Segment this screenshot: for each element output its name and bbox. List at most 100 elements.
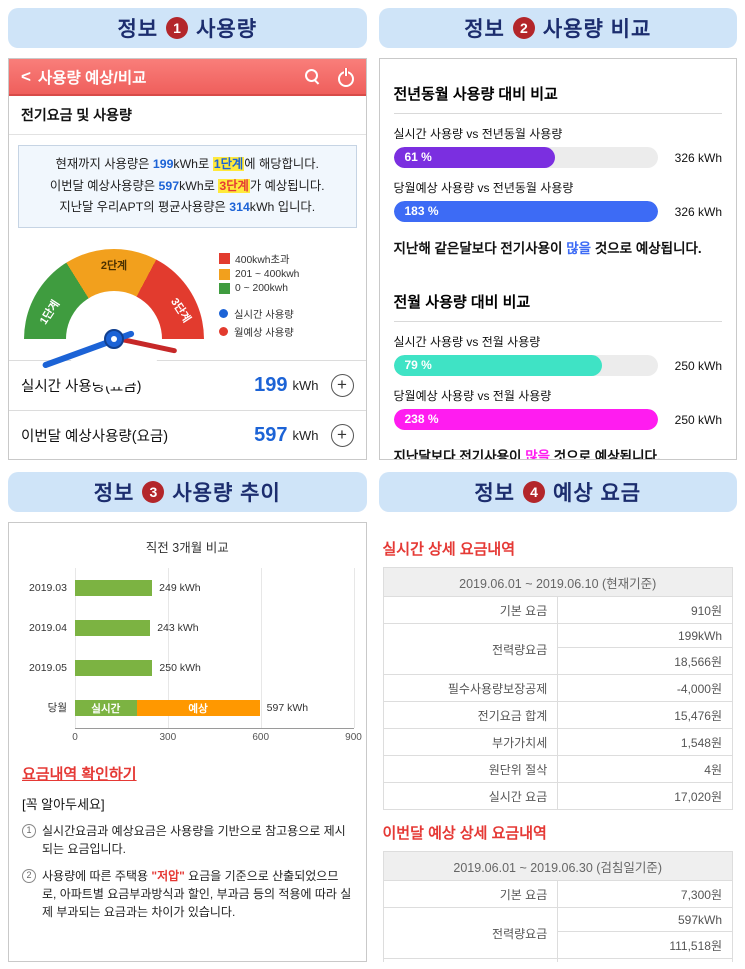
panel2-frame: 전년동월 사용량 대비 비교 실시간 사용량 vs 전년동월 사용량 61 % … <box>378 58 737 460</box>
bar-label: 당월예상 사용량 vs 전년동월 사용량 <box>393 181 574 195</box>
bar-fill: 183 % <box>393 201 658 222</box>
fee-period: 2019.06.01 ~ 2019.06.30 (검침일기준) <box>382 851 733 881</box>
panel1-number-badge: 1 <box>166 17 189 39</box>
power-icon[interactable] <box>337 68 354 87</box>
comparison-bar: 79 % 250 kWh <box>393 355 722 376</box>
bar-label: 실시간 사용량 vs 전월 사용량 <box>393 335 541 349</box>
legend-item: 실시간 사용량 <box>219 306 360 321</box>
usage-gauge: 1단계 2단계 3단계 <box>19 244 209 387</box>
gauge-area: 1단계 2단계 3단계 400kwh초과 201 ~ 400kwh 0 ~ 20… <box>9 238 366 387</box>
chart-bar-row: 249 kWh <box>75 568 354 608</box>
usage-bar <box>75 580 153 596</box>
realtime-usage-unit: kWh <box>292 377 319 393</box>
legend-item: 월예상 사용량 <box>219 324 360 339</box>
comparison-bar: 183 % 326 kWh <box>393 201 722 222</box>
table-row: 실시간 요금 17,020원 <box>382 782 733 810</box>
gauge-legend: 400kwh초과 201 ~ 400kwh 0 ~ 200kwh 실시간 사용량… <box>209 244 360 358</box>
panel4-frame: 실시간 상세 요금내역 2019.06.01 ~ 2019.06.10 (현재기… <box>378 522 737 962</box>
panel3-number-badge: 3 <box>142 481 165 503</box>
table-row: 111,518원 <box>383 931 733 959</box>
panel3-header-prefix: 정보 <box>93 482 135 505</box>
table-row: 전력량요금 597kWh <box>382 907 733 959</box>
panel-comparison: 정보 2 사용량 비교 전년동월 사용량 대비 비교 실시간 사용량 vs 전년… <box>378 8 737 460</box>
panel-usage: 정보 1 사용량 < 사용량 예상/비교 전기요금 및 사용량 현재까지 사용량… <box>8 8 367 460</box>
chart-plot-area: 249 kWh 243 kWh 250 kWh 실시간 예상 <box>75 568 355 729</box>
app-bar-title: 사용량 예상/비교 <box>37 69 147 87</box>
table-row: 전력량요금 199kWh <box>382 623 733 675</box>
comparison-bar: 238 % 250 kWh <box>393 409 722 430</box>
panel-fees: 정보 4 예상 요금 실시간 상세 요금내역 2019.06.01 ~ 2019… <box>378 472 737 962</box>
panel4-header-title: 예상 요금 <box>553 482 642 505</box>
fee-period: 2019.06.01 ~ 2019.06.10 (현재기준) <box>382 567 733 597</box>
forecast-usage-value: 597 <box>254 423 288 446</box>
table-row: 전기요금 합계 15,476원 <box>382 701 733 729</box>
realtime-usage-value: 199 <box>254 373 288 396</box>
legend-square-orange <box>219 268 230 280</box>
trend-chart: 직전 3개월 비교 2019.03 2019.04 2019.05 당월 249… <box>9 523 366 747</box>
realtime-fee-table: 2019.06.01 ~ 2019.06.10 (현재기준) 기본 요금 910원… <box>382 567 734 810</box>
forecast-usage-label: 이번달 예상사용량(요금) <box>21 428 169 445</box>
usage-summary-box: 현재까지 사용량은 199kWh로 1단계에 해당합니다. 이번달 예상사용량은… <box>18 145 357 228</box>
legend-item: 0 ~ 200kwh <box>219 282 360 294</box>
back-chevron-icon[interactable]: < <box>21 66 31 86</box>
table-row: 부가가치세 1,548원 <box>382 728 733 756</box>
table-row: 필수사용량보장공제 -4,000원 <box>382 674 733 702</box>
panel1-header-title: 사용량 <box>196 18 258 41</box>
bar-label: 당월예상 사용량 vs 전월 사용량 <box>393 389 552 403</box>
panel4-header: 정보 4 예상 요금 <box>378 472 737 512</box>
legend-item: 201 ~ 400kwh <box>219 268 360 280</box>
panel2-header-prefix: 정보 <box>464 18 505 41</box>
forecast-segment: 예상 <box>136 700 260 716</box>
gauge-hub <box>104 328 124 349</box>
gauge-zone-2-label: 2단계 <box>100 259 128 272</box>
bar-value-label: 249 kWh <box>159 582 201 594</box>
legend-item: 400kwh초과 <box>219 251 360 266</box>
year-comparison-section: 전년동월 사용량 대비 비교 실시간 사용량 vs 전년동월 사용량 61 % … <box>393 73 722 257</box>
panel-trend: 정보 3 사용량 추이 직전 3개월 비교 2019.03 2019.04 20… <box>8 472 367 962</box>
year-comparison-summary: 지난해 같은달보다 전기사용이 많을 것으로 예상됩니다. <box>393 241 702 256</box>
bar-track: 183 % <box>393 201 658 222</box>
month-comparison-title: 전월 사용량 대비 비교 <box>393 281 722 322</box>
chart-bar-row: 243 kWh <box>75 608 354 648</box>
bar-fill: 79 % <box>393 355 603 376</box>
expand-forecast-button[interactable]: + <box>330 423 354 447</box>
panel3-header: 정보 3 사용량 추이 <box>8 472 367 512</box>
bar-base-value: 326 kWh <box>674 204 722 219</box>
bar-base-value: 250 kWh <box>674 358 722 373</box>
forecast-fee-title: 이번달 예상 상세 요금내역 <box>382 825 547 842</box>
panel2-header-title: 사용량 비교 <box>542 18 652 41</box>
panel4-number-badge: 4 <box>523 481 545 503</box>
bar-track: 79 % <box>393 355 658 376</box>
chart-y-labels: 2019.03 2019.04 2019.05 당월 <box>29 582 67 714</box>
fee-detail-link[interactable]: 요금내역 확인하기 <box>22 766 137 783</box>
table-row: 원단위 절삭 4원 <box>382 755 733 783</box>
chart-bar-row: 250 kWh <box>75 648 354 688</box>
circled-number-icon: 2 <box>22 869 36 883</box>
table-row: 기본 요금 7,300원 <box>382 880 733 908</box>
search-icon[interactable] <box>304 68 321 85</box>
bar-track: 61 % <box>393 147 658 168</box>
realtime-segment: 실시간 <box>75 700 137 716</box>
notice-item-2: 2 사용량에 따른 주택용 "저압" 요금을 기준으로 산출되었으므로, 아파트… <box>22 867 353 921</box>
chart-current-bar-row: 실시간 예상 597 kWh <box>75 688 354 728</box>
panel1-header-prefix: 정보 <box>117 18 159 41</box>
chart-title: 직전 3개월 비교 <box>145 541 229 555</box>
bar-fill: 61 % <box>393 147 555 168</box>
expand-realtime-button[interactable]: + <box>330 373 354 397</box>
legend-square-red <box>219 252 230 264</box>
month-comparison-section: 전월 사용량 대비 비교 실시간 사용량 vs 전월 사용량 79 % 250 … <box>393 281 722 459</box>
realtime-fee-title: 실시간 상세 요금내역 <box>382 541 516 558</box>
bar-value-label: 243 kWh <box>157 622 199 634</box>
summary-line-2: 이번달 예상사용량은 597kWh로 3단계가 예상됩니다. <box>49 178 325 193</box>
panel1-frame: < 사용량 예상/비교 전기요금 및 사용량 현재까지 사용량은 199kWh로… <box>8 58 367 460</box>
comparison-bar: 61 % 326 kWh <box>393 147 722 168</box>
realtime-usage-row: 실시간 사용량(요금) 199 kWh + <box>9 359 366 410</box>
table-row: 기본 요금 910원 <box>382 596 733 624</box>
panel3-frame: 직전 3개월 비교 2019.03 2019.04 2019.05 당월 249… <box>8 522 367 962</box>
chart-x-axis: 0 300 600 900 <box>72 732 362 743</box>
bar-base-value: 250 kWh <box>674 412 722 427</box>
table-row: 전기요금 합계118,818원 <box>382 958 733 962</box>
panel4-header-prefix: 정보 <box>474 482 515 505</box>
panel2-number-badge: 2 <box>512 17 535 39</box>
